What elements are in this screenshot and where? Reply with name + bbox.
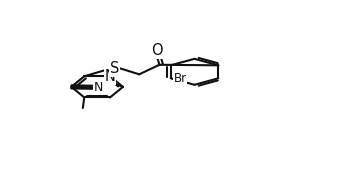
Text: O: O <box>151 43 163 58</box>
Text: Br: Br <box>173 72 186 85</box>
Text: N: N <box>93 81 103 94</box>
Text: S: S <box>110 61 119 76</box>
Text: N: N <box>105 69 115 84</box>
